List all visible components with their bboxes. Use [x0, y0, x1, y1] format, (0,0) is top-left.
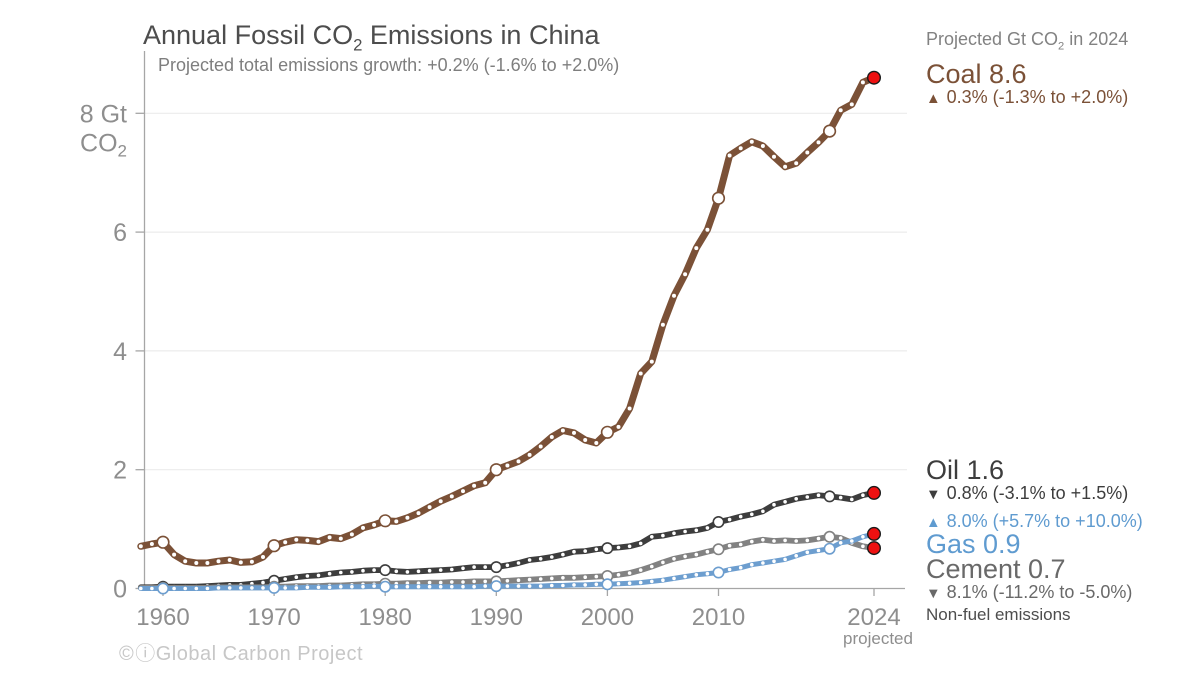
svg-text:1990: 1990	[470, 604, 523, 631]
svg-text:8 Gt: 8 Gt	[80, 100, 127, 128]
projected-dot-oil	[867, 485, 882, 500]
projected-dot-coal	[867, 70, 882, 85]
down-triangle-icon: ▼	[926, 586, 941, 602]
svg-text:6: 6	[113, 219, 127, 247]
title-text-post: Emissions in China	[362, 20, 600, 50]
projected-dots	[867, 70, 882, 556]
series-coal	[137, 74, 878, 567]
up-triangle-icon: ▲	[926, 91, 941, 107]
chart-subtitle: Projected total emissions growth: +0.2% …	[158, 55, 620, 75]
axes	[135, 51, 905, 596]
up-triangle-icon: ▲	[926, 515, 941, 531]
down-triangle-icon: ▼	[926, 487, 941, 503]
svg-text:1970: 1970	[247, 604, 300, 631]
projected-dot-gas	[867, 526, 882, 541]
svg-text:1960: 1960	[136, 604, 189, 631]
projected-dot-cement	[867, 541, 882, 556]
svg-text:projected: projected	[843, 629, 913, 648]
legend-heading: Projected Gt CO2 in 2024	[926, 29, 1129, 53]
svg-text:2: 2	[113, 457, 127, 485]
svg-text:4: 4	[113, 338, 127, 366]
legend-coal-change: ▲ 0.3% (-1.3% to +2.0%)	[926, 87, 1129, 107]
svg-text:1980: 1980	[359, 604, 412, 631]
legend-gas-change: ▲ 8.0% (+5.7% to +10.0%)	[926, 511, 1143, 531]
legend-coal-label: Coal 8.6	[926, 59, 1027, 89]
legend-gas-label: Gas 0.9	[926, 529, 1021, 559]
page-title: Annual Fossil CO2 Emissions in China	[143, 20, 600, 54]
svg-text:2024: 2024	[847, 604, 900, 631]
series-gas	[138, 531, 877, 595]
attribution-info-icon: ⓘ	[135, 643, 156, 665]
attribution-text: Global Carbon Project	[155, 643, 364, 665]
legend-co2-subscript: 2	[1058, 40, 1065, 53]
svg-text:0: 0	[113, 576, 127, 604]
title-text-pre: Annual Fossil CO	[143, 20, 354, 50]
legend-oil-label: Oil 1.6	[926, 455, 1005, 485]
attribution: ©ⓘGlobal Carbon Project	[119, 644, 363, 664]
svg-text:2010: 2010	[692, 604, 745, 631]
gridlines	[144, 112, 907, 471]
legend-cement-note: Non-fuel emissions	[926, 605, 1071, 624]
svg-text:CO2: CO2	[80, 129, 127, 160]
legend-cement-label: Cement 0.7	[926, 554, 1066, 584]
legend-cement-change: ▼ 8.1% (-11.2% to -5.0%)	[926, 582, 1133, 602]
svg-text:2000: 2000	[581, 604, 634, 631]
title-co2-subscript: 2	[353, 35, 363, 55]
cc-icon: ©	[119, 643, 135, 665]
legend-oil-change: ▼ 0.8% (-3.1% to +1.5%)	[926, 483, 1129, 503]
